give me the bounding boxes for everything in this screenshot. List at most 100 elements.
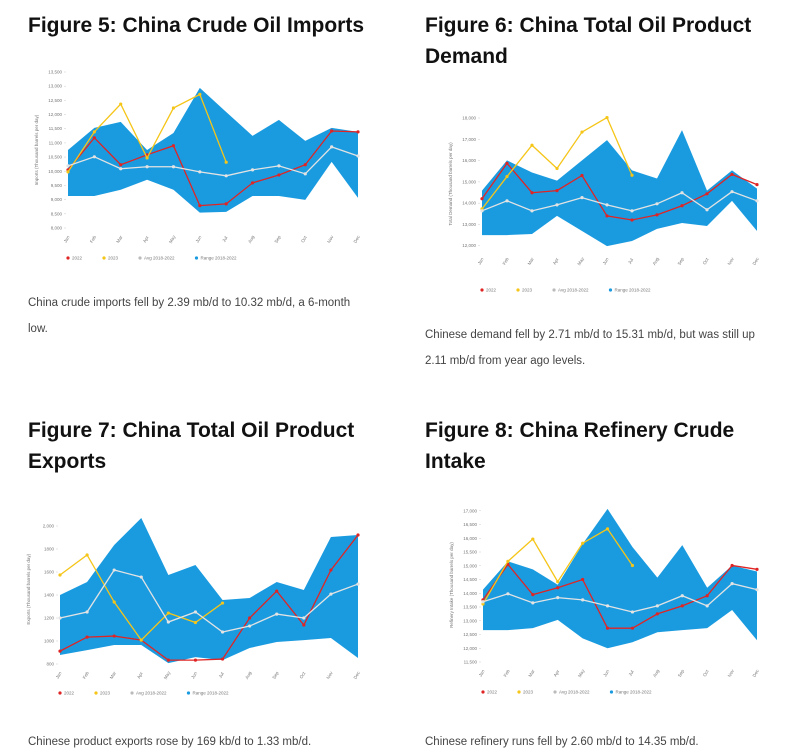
series-line	[481, 162, 758, 221]
legend-marker	[553, 690, 557, 694]
series-line	[67, 146, 359, 177]
y-tick-label: 1200	[44, 616, 55, 621]
point	[505, 199, 509, 203]
y-tick-label: 11,500	[464, 660, 478, 665]
point	[481, 600, 485, 604]
point	[193, 658, 198, 662]
y-tick-label: 1400	[44, 593, 55, 598]
y-tick-label: 14,000	[463, 591, 477, 596]
point	[705, 192, 709, 196]
legend-label: Range 2018-2022	[192, 691, 229, 696]
figure-title: Figure 6: China Total Oil Product Demand	[425, 14, 752, 68]
point	[166, 611, 170, 615]
point	[302, 623, 306, 627]
series-line	[481, 190, 758, 212]
point	[680, 204, 684, 208]
point	[193, 610, 198, 614]
point	[531, 593, 535, 597]
y-tick-label: 17,000	[462, 137, 476, 142]
point	[224, 160, 228, 164]
point	[303, 172, 307, 176]
legend-marker	[552, 288, 556, 292]
point	[680, 594, 684, 598]
point	[250, 181, 255, 185]
x-tick-label: Jul	[221, 236, 228, 243]
y-tick-label: 2,000	[43, 524, 55, 529]
legend-marker	[130, 691, 134, 695]
x-tick-label: Oct	[702, 668, 710, 677]
point	[58, 573, 62, 577]
y-tick-label: 8,000	[51, 226, 63, 231]
legend-label: Range 2018-2022	[615, 690, 652, 695]
legend-label: Avg 2018-2022	[558, 288, 589, 293]
y-tick-label: 12,500	[463, 632, 477, 637]
point	[630, 209, 634, 213]
legend-label: Range 2018-2022	[200, 256, 237, 261]
point	[655, 604, 659, 608]
point	[166, 658, 170, 662]
point	[531, 601, 535, 605]
x-tick-label: Jun	[195, 234, 203, 243]
point	[531, 537, 535, 541]
series-line	[482, 563, 758, 629]
point	[329, 568, 333, 572]
point	[481, 602, 485, 606]
y-tick-label: 1600	[44, 570, 55, 575]
y-tick-label: 14,000	[462, 201, 476, 206]
legend-label: Avg 2018-2022	[559, 690, 590, 695]
point	[277, 164, 281, 168]
legend-label: 2023	[108, 256, 119, 261]
y-tick-label: 14,500	[463, 577, 477, 582]
point	[605, 527, 610, 531]
y-tick-label: 9,000	[51, 197, 63, 202]
point	[198, 203, 202, 208]
y-tick-label: 12,500	[48, 98, 62, 103]
legend-marker	[186, 691, 191, 695]
point	[655, 612, 659, 616]
x-tick-label: Nov	[727, 668, 736, 678]
point	[356, 154, 360, 158]
x-tick-label: Mar	[527, 668, 535, 678]
point	[605, 214, 609, 218]
point	[506, 592, 510, 596]
legend-marker	[102, 256, 106, 260]
point	[630, 610, 635, 614]
point	[530, 209, 534, 213]
point	[730, 190, 734, 194]
point	[605, 115, 609, 120]
point	[92, 136, 96, 140]
x-tick-label: Nov	[727, 256, 736, 266]
point	[530, 143, 534, 147]
point	[555, 166, 559, 171]
x-tick-label: Apr	[553, 669, 561, 678]
legend-label: 2022	[487, 690, 498, 695]
y-tick-label: 11,500	[49, 126, 63, 131]
point	[555, 203, 559, 207]
point	[139, 575, 143, 579]
y-axis-label: Refinery Intake (Thousand barrels per da…	[449, 542, 454, 628]
point	[224, 202, 228, 206]
point	[605, 604, 610, 608]
legend-label: 2023	[523, 690, 534, 695]
x-tick-label: Jun	[602, 256, 610, 265]
point	[730, 172, 734, 177]
x-tick-label: Apr	[142, 235, 150, 244]
point	[112, 600, 116, 604]
point	[630, 626, 635, 630]
x-tick-label: Sep	[271, 670, 280, 680]
point	[630, 218, 634, 222]
y-tick-label: 16,000	[462, 158, 476, 163]
point	[275, 589, 279, 593]
y-tick-label: 10,000	[48, 169, 62, 174]
point	[505, 174, 509, 179]
point	[112, 634, 116, 638]
point	[171, 165, 176, 169]
x-tick-label: Dec	[353, 670, 362, 680]
x-tick-label: Jan	[478, 668, 486, 677]
point	[224, 174, 228, 178]
point	[556, 580, 560, 584]
y-tick-label: 15,500	[463, 550, 477, 555]
point	[505, 161, 509, 165]
x-tick-label: Feb	[89, 234, 97, 244]
point	[119, 167, 123, 171]
